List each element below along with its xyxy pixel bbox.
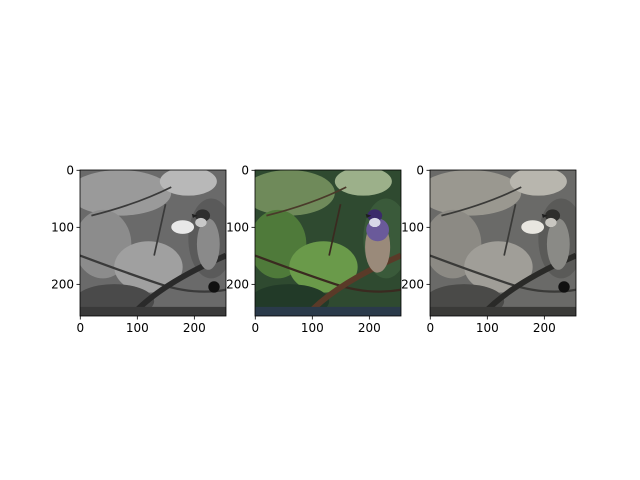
y-tick-label: 0 [241,163,249,177]
bird-image [419,167,584,318]
x-tick-label: 100 [126,321,149,335]
image-panel-1: 0 100 200 0 100 200 [51,163,234,335]
x-tick-label: 200 [358,321,381,335]
x-tick-label: 0 [426,321,434,335]
y-tick-label: 100 [51,220,74,234]
y-tick-label: 0 [66,163,74,177]
y-tick-label: 100 [401,220,424,234]
axes-frame [79,169,227,317]
image-panel-3: 0 100 200 0 100 200 [401,163,584,335]
x-tick-label: 0 [76,321,84,335]
y-tick-label: 200 [51,277,74,291]
y-tick-label: 100 [226,220,249,234]
y-tick-label: 0 [416,163,424,177]
bird-image [69,167,234,318]
x-tick-label: 0 [251,321,259,335]
image-panel-2: 0 100 200 0 100 200 [226,163,409,335]
axes-frame [254,169,402,317]
y-tick-label: 200 [401,277,424,291]
x-tick-label: 100 [476,321,499,335]
x-tick-label: 200 [533,321,556,335]
y-tick-label: 200 [226,277,249,291]
x-tick-label: 200 [183,321,206,335]
x-tick-label: 100 [301,321,324,335]
bird-image [244,167,409,318]
axes-frame [429,169,577,317]
